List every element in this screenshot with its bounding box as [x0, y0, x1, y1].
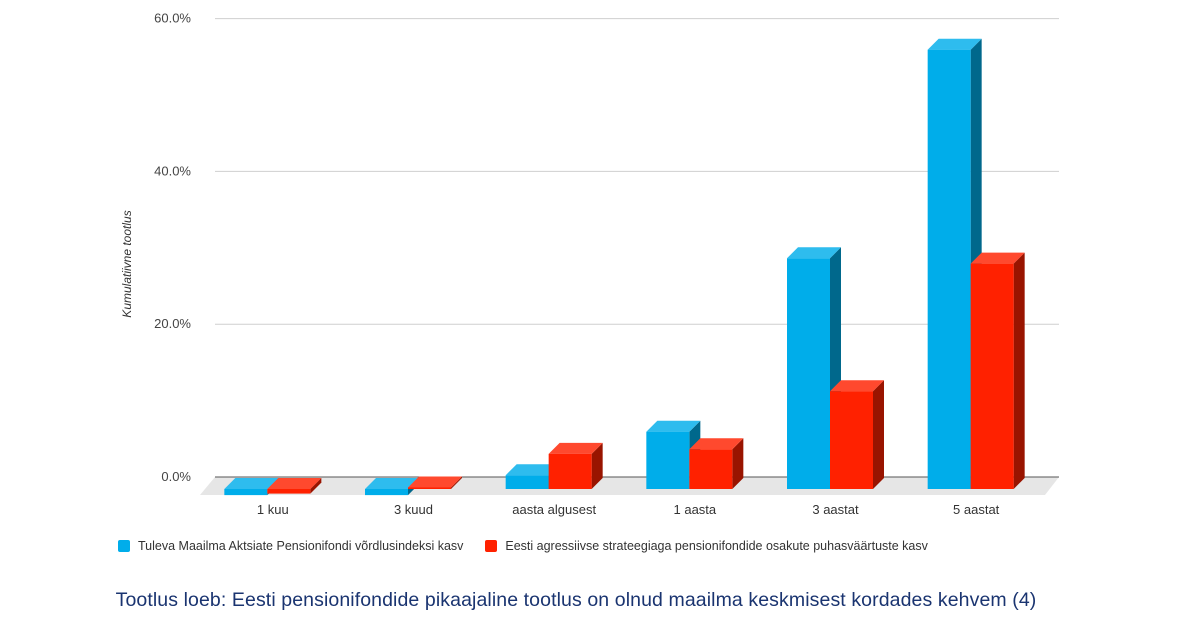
y-tick-label: 20.0%: [154, 316, 191, 331]
category-label: 3 aastat: [812, 502, 859, 517]
legend-swatch-series-2: [485, 540, 498, 552]
legend: Tuleva Maailma Aktsiate Pensionifondi võ…: [118, 539, 928, 553]
legend-swatch-series-1: [118, 540, 130, 552]
category-label: 1 aasta: [674, 502, 717, 517]
category-label: 5 aastat: [953, 502, 1000, 517]
legend-label-series-1: Tuleva Maailma Aktsiate Pensionifondi võ…: [138, 539, 464, 553]
bar-2-2: [408, 476, 462, 489]
legend-item-series-2: Eesti agressiivse strateegiaga pensionif…: [485, 539, 928, 553]
category-labels: 1 kuu 3 kuud aasta algusest 1 aasta 3 aastat…: [257, 502, 1000, 517]
bar-2-6: [970, 252, 1025, 489]
bar-2-4: [689, 438, 744, 489]
category-label: aasta algusest: [512, 502, 596, 517]
bars: [224, 38, 1025, 496]
y-tick-label: 60.0%: [154, 11, 191, 26]
chart-caption: Tootlus loeb: Eesti pensionifondide pika…: [115, 589, 1037, 611]
bar-2-3: [548, 442, 603, 489]
bar-2-1: [267, 478, 322, 494]
y-axis-label: Kumulatiivne tootlus: [120, 210, 134, 317]
bar-2-5: [830, 380, 884, 489]
grid-lines: [215, 18, 1059, 478]
category-label: 1 kuu: [257, 502, 289, 517]
y-tick-label: 0.0%: [161, 469, 191, 484]
y-tick-label: 40.0%: [154, 163, 191, 178]
legend-label-series-2: Eesti agressiivse strateegiaga pensionif…: [505, 539, 928, 553]
legend-item-series-1: Tuleva Maailma Aktsiate Pensionifondi võ…: [118, 539, 463, 553]
y-tick-labels: 0.0% 20.0% 40.0% 60.0%: [154, 11, 191, 484]
category-label: 3 kuud: [394, 502, 433, 517]
